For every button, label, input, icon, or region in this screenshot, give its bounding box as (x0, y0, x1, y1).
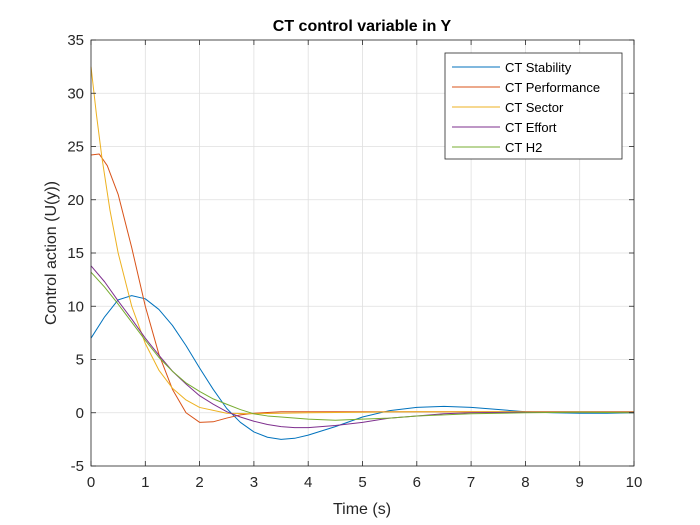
y-tick-label: 30 (67, 85, 84, 102)
y-tick-labels: -5 0 5 10 15 20 25 30 35 (67, 32, 84, 475)
y-tick-label: 0 (76, 405, 84, 422)
x-tick-label: 7 (467, 474, 475, 491)
series-line-ct-stability (90, 295, 635, 440)
x-tick-labels: 0 1 2 3 4 5 6 7 8 9 10 (87, 474, 643, 491)
y-tick-label: 20 (67, 192, 84, 209)
legend-label: CT Stability (505, 60, 572, 75)
x-tick-label: 0 (87, 474, 95, 491)
legend-label: CT H2 (505, 140, 542, 155)
legend: CT Stability CT Performance CT Sector CT Ef… (444, 52, 623, 160)
series-line-ct-h2 (90, 271, 635, 421)
x-tick-label: 5 (358, 474, 366, 491)
x-tick-label: 3 (250, 474, 258, 491)
legend-label: CT Performance (505, 80, 600, 95)
series-line-ct-sector (90, 66, 634, 415)
legend-entries: CT Stability CT Performance CT Sector CT Ef… (452, 60, 600, 155)
x-tick-label: 9 (576, 474, 584, 491)
x-tick-label: 4 (304, 474, 312, 491)
legend-label: CT Effort (505, 120, 557, 135)
chart-title: CT control variable in Y (273, 18, 452, 35)
legend-label: CT Sector (505, 100, 564, 115)
y-tick-label: -5 (71, 458, 84, 475)
axis-ticks (90, 39, 635, 467)
y-tick-label: 25 (67, 139, 84, 156)
legend-box (444, 52, 623, 160)
x-tick-label: 8 (521, 474, 529, 491)
y-axis-label: Control action (U(y)) (43, 181, 60, 325)
y-tick-label: 15 (67, 245, 84, 262)
x-tick-label: 10 (626, 474, 643, 491)
y-tick-label: 5 (76, 352, 84, 369)
x-axis-label: Time (s) (333, 501, 391, 518)
series-lines (90, 66, 635, 440)
y-tick-label: 35 (67, 32, 84, 49)
x-tick-label: 6 (413, 474, 421, 491)
y-tick-label: 10 (67, 298, 84, 315)
series-line-ct-effort (90, 265, 634, 429)
x-tick-label: 1 (141, 474, 149, 491)
x-tick-label: 2 (195, 474, 203, 491)
